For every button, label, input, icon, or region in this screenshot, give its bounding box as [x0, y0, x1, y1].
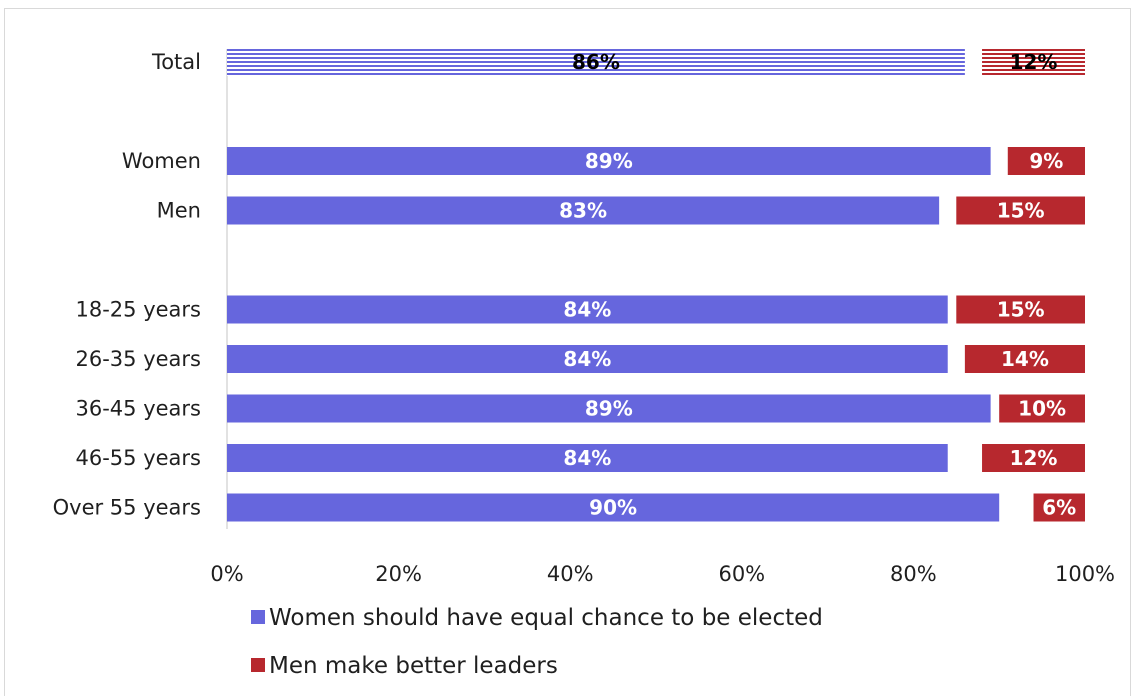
category-label: Total	[151, 50, 201, 74]
bar-men-better-leaders	[982, 444, 1085, 472]
bar-men-better-leaders	[964, 345, 1085, 373]
data-label-men-better-leaders: 9%	[1029, 149, 1063, 173]
bar-men-better-leaders	[956, 295, 1085, 324]
category-label: 26-35 years	[76, 347, 202, 371]
x-tick-label: 100%	[1055, 562, 1115, 586]
bar-men-better-leaders	[982, 48, 1085, 76]
x-tick-label: 40%	[547, 562, 594, 586]
data-label-equal-chance: 90%	[589, 496, 637, 520]
data-label-men-better-leaders: 12%	[1010, 446, 1058, 470]
bar-men-better-leaders	[1033, 493, 1085, 522]
bar-equal-chance	[227, 147, 991, 175]
category-label: Over 55 years	[53, 496, 201, 520]
legend-swatch	[251, 610, 265, 624]
bar-equal-chance	[227, 493, 1000, 522]
data-label-equal-chance: 89%	[585, 149, 633, 173]
data-label-men-better-leaders: 6%	[1042, 496, 1076, 520]
bars-layer	[227, 48, 1085, 522]
data-label-equal-chance: 84%	[563, 347, 611, 371]
legend-swatch	[251, 658, 265, 672]
x-tick-label: 0%	[210, 562, 243, 586]
bar-men-better-leaders	[1007, 147, 1085, 175]
labels-layer: Total 86% 12% Women 89% 9% Men 83% 15% 18-25 year…	[53, 50, 1077, 520]
category-label: 46-55 years	[76, 446, 202, 470]
bar-men-better-leaders	[999, 394, 1085, 423]
category-label: Women	[122, 149, 201, 173]
category-label: 18-25 years	[76, 298, 202, 322]
bar-equal-chance	[227, 444, 948, 472]
bar-men-better-leaders	[956, 196, 1085, 225]
chart-legend: Women should have equal chance to be ele…	[251, 605, 823, 679]
category-label: 36-45 years	[76, 397, 202, 421]
legend-label: Men make better leaders	[269, 653, 558, 679]
x-tick-label: 60%	[718, 562, 765, 586]
bar-equal-chance	[227, 48, 965, 76]
data-label-equal-chance: 86%	[572, 50, 620, 74]
data-label-equal-chance: 84%	[563, 298, 611, 322]
data-label-equal-chance: 84%	[563, 446, 611, 470]
bar-equal-chance	[227, 196, 940, 225]
data-label-men-better-leaders: 14%	[1001, 347, 1049, 371]
bar-equal-chance	[227, 295, 948, 324]
bar-equal-chance	[227, 345, 948, 373]
data-label-men-better-leaders: 12%	[1010, 50, 1058, 74]
data-label-men-better-leaders: 15%	[997, 199, 1045, 223]
category-label: Men	[157, 199, 201, 223]
data-label-equal-chance: 83%	[559, 199, 607, 223]
data-label-men-better-leaders: 15%	[997, 298, 1045, 322]
data-label-equal-chance: 89%	[585, 397, 633, 421]
bar-equal-chance	[227, 394, 991, 423]
axis-layer: 0% 20% 40% 60% 80% 100%	[210, 49, 1115, 586]
bar-chart: 0% 20% 40% 60% 80% 100% Total 86% 12% Women 89% 9%…	[53, 48, 1115, 679]
x-tick-label: 20%	[375, 562, 422, 586]
chart-frame: 0% 20% 40% 60% 80% 100% Total 86% 12% Women 89% 9%…	[4, 8, 1131, 696]
data-label-men-better-leaders: 10%	[1018, 397, 1066, 421]
legend-label: Women should have equal chance to be ele…	[269, 605, 823, 631]
x-tick-label: 80%	[890, 562, 937, 586]
